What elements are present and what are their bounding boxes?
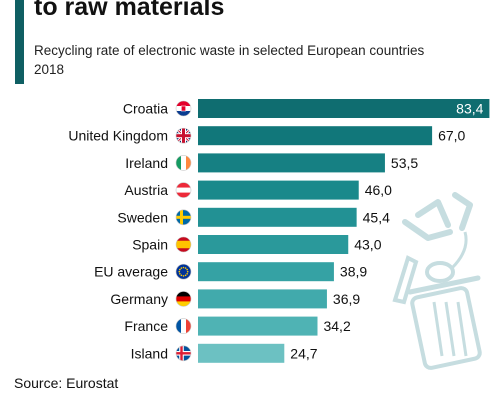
bar-germany [198,289,327,309]
trash-bin-mark [410,286,482,370]
category-label: Spain [132,237,168,253]
trash-stripe-mark [432,301,444,357]
uk-flag [175,127,192,144]
mouse-mark [425,261,455,283]
category-label: EU average [94,264,168,280]
eu-flag [175,263,192,280]
bar-austria [198,180,359,200]
germany-flag [175,291,192,307]
category-label: Ireland [125,155,168,171]
value-label: 34,2 [323,318,350,334]
trash-stripe-mark [456,301,468,357]
value-label: 38,9 [340,264,367,280]
bar-eu-average [198,262,334,282]
category-label: United Kingdom [68,128,168,144]
recycling-decoration [392,192,482,370]
value-label: 43,0 [354,237,381,253]
bar-spain [198,235,349,254]
value-label: 24,7 [290,345,317,361]
france-flag [175,318,192,334]
mouse-cable-mark [450,231,468,270]
source-note: Source: Eurostat [14,375,119,391]
recycle-arrow-mark [415,199,451,228]
category-label: Germany [110,291,168,307]
spain-flag [175,236,192,253]
category-label: Island [131,345,168,361]
phone-mark [392,255,419,305]
bar-sweden [198,207,357,227]
title-accent-bar [15,0,24,84]
bar-ireland [198,153,385,173]
bar-france [198,316,318,336]
value-label: 67,0 [438,128,465,144]
category-label: Sweden [117,209,168,225]
bar-croatia [198,99,490,118]
croatia-flag [175,100,192,117]
chart-subtitle: Recycling rate of electronic waste in se… [34,43,425,77]
value-label: 45,4 [363,209,390,225]
category-label: France [124,318,168,334]
ireland-flag [175,155,192,171]
trash-stripe-mark [444,301,456,357]
trash-lid-mark [407,275,481,295]
value-label: 46,0 [365,182,392,198]
recycle-arrow-mark [452,192,473,231]
recycle-arrow-mark [402,219,453,241]
value-label: 83,4 [456,101,483,117]
category-label: Croatia [123,101,168,117]
value-label: 53,5 [391,155,418,171]
austria-flag [175,182,192,198]
category-label: Austria [124,182,168,198]
iceland-flag [175,345,192,362]
bar-united-kingdom [198,126,433,146]
sweden-flag [175,209,192,226]
bar-island [198,343,285,363]
chart-title: to raw materials [34,0,225,21]
value-label: 36,9 [333,291,360,307]
